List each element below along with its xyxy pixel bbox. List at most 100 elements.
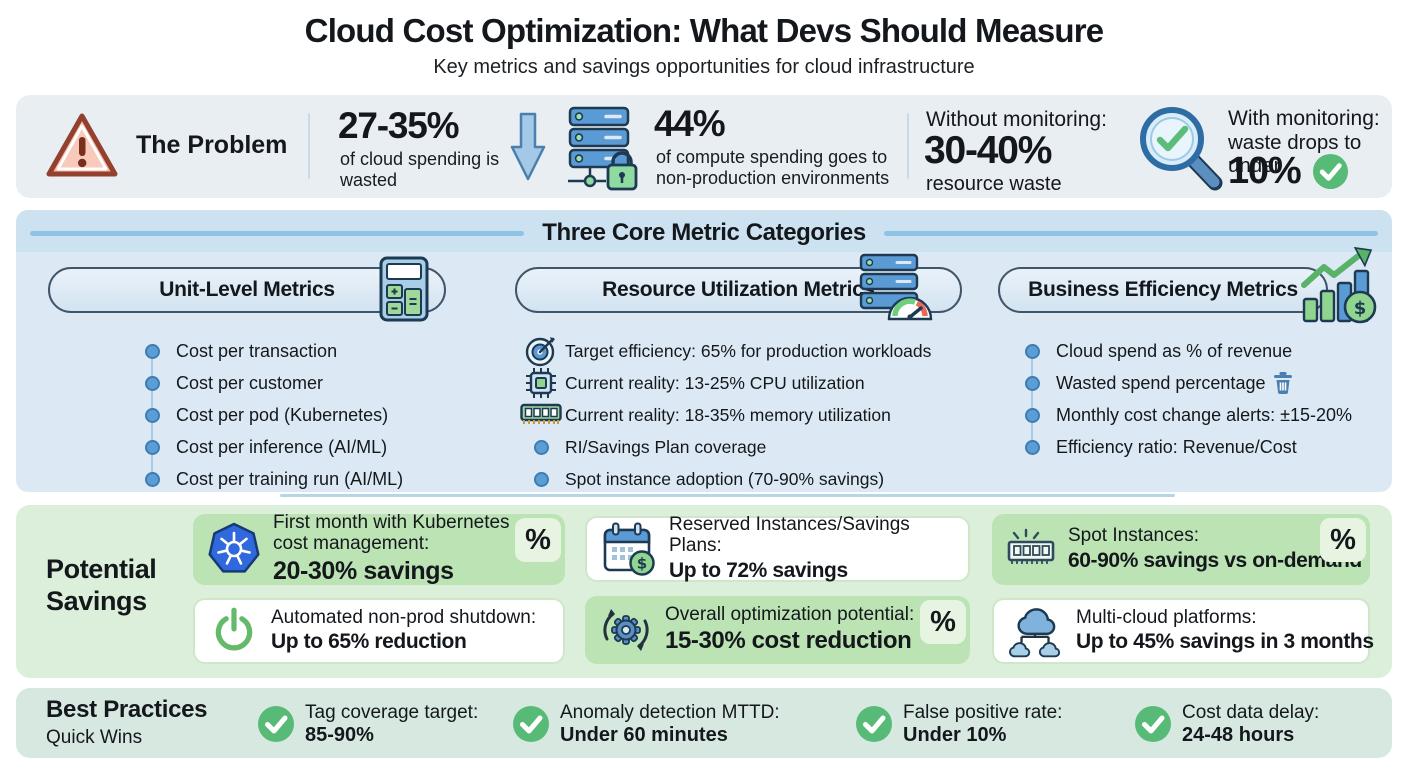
stat-with-value: 10%: [1228, 150, 1302, 192]
bp-item-cost-delay: Cost data delay: 24-48 hours: [1134, 702, 1319, 747]
gear-cycle-icon: [599, 603, 653, 657]
bullet-icon: [533, 439, 549, 455]
pill-unit-level-title: Unit-Level Metrics: [159, 278, 335, 301]
card-label: Reserved Instances/Savings Plans:: [669, 514, 910, 556]
savings-label-line1: Potential: [46, 554, 157, 584]
list-item: Cost per inference (AI/ML): [128, 431, 403, 463]
svg-text:$: $: [1354, 298, 1367, 319]
check-circle-icon: [512, 705, 550, 743]
metric-text: Monthly cost change alerts: ±15-20%: [1056, 404, 1353, 425]
categories-section: Three Core Metric Categories Unit-Level …: [16, 210, 1392, 492]
savings-card-optimization: Overall optimization potential: 15-30% c…: [585, 596, 970, 664]
metric-text: Cost per pod (Kubernetes): [176, 404, 389, 425]
card-label: Spot Instances:: [1068, 525, 1199, 547]
list-item: Current reality: 18-35% memory utilizati…: [517, 399, 931, 431]
list-item: RI/Savings Plan coverage: [517, 431, 931, 463]
bullet-connector: [1030, 351, 1033, 447]
bp-value: 85-90%: [305, 723, 374, 746]
pill-business-efficiency: Business Efficiency Metrics: [998, 267, 1328, 313]
spot-ram-icon: [1006, 528, 1056, 572]
trash-icon: [1273, 371, 1293, 395]
check-circle-icon: [1134, 705, 1172, 743]
stat-without-caption: resource waste: [926, 173, 1062, 195]
kubernetes-icon: [207, 522, 261, 578]
bullet-icon: [144, 439, 160, 455]
svg-text:$: $: [637, 555, 647, 573]
unit-level-list: Cost per transaction Cost per customer C…: [128, 335, 403, 495]
card-label: Automated non-prod shutdown:: [271, 606, 537, 628]
magnifier-check-icon: [1134, 103, 1226, 193]
bullet-icon: [144, 375, 160, 391]
card-value: 15-30% cost reduction: [665, 627, 912, 655]
bp-value: Under 10%: [903, 723, 1007, 746]
bp-label: Anomaly detection MTTD:: [560, 702, 780, 723]
savings-card-reserved: $ Reserved Instances/Savings Plans: Up t…: [585, 514, 970, 582]
list-item: Current reality: 13-25% CPU utilization: [517, 367, 931, 399]
business-list: Cloud spend as % of revenue Wasted spend…: [1008, 335, 1352, 463]
metric-text: Cost per inference (AI/ML): [176, 436, 388, 457]
problem-section: The Problem 27-35% of cloud spending is …: [16, 95, 1392, 198]
list-item: Cost per pod (Kubernetes): [128, 399, 403, 431]
best-practices-section: Best Practices Quick Wins Tag coverage t…: [16, 688, 1392, 758]
card-value: 60-90% savings vs on-demand: [1068, 548, 1362, 572]
best-practices-title: Best Practices: [46, 696, 208, 723]
bullet-icon: [144, 407, 160, 423]
metric-text: Target efficiency: 65% for production wo…: [565, 340, 932, 361]
bp-item-false-positive: False positive rate: Under 10%: [855, 702, 1062, 747]
list-item: Cloud spend as % of revenue: [1008, 335, 1352, 367]
check-circle-icon: [257, 705, 295, 743]
bullet-icon: [1024, 343, 1040, 359]
savings-section: Potential Savings First month with Kub: [16, 505, 1392, 678]
pill-business-title: Business Efficiency Metrics: [1028, 278, 1298, 301]
list-item: Wasted spend percentage: [1008, 367, 1352, 399]
metric-text: Cost per transaction: [176, 340, 338, 361]
bullet-icon: [533, 471, 549, 487]
metric-text: Efficiency ratio: Revenue/Cost: [1056, 436, 1297, 457]
card-label: Overall optimization potential:: [665, 603, 915, 625]
metric-text: RI/Savings Plan coverage: [565, 436, 767, 457]
bp-value: Under 60 minutes: [560, 723, 728, 746]
stat-waste-caption: of cloud spending is wasted: [340, 149, 500, 191]
bp-item-anomaly: Anomaly detection MTTD: Under 60 minutes: [512, 702, 780, 747]
bullet-icon: [1024, 439, 1040, 455]
metric-text: Current reality: 18-35% memory utilizati…: [565, 404, 891, 425]
list-item: Cost per training run (AI/ML): [128, 463, 403, 495]
categories-heading: Three Core Metric Categories: [542, 219, 866, 246]
heading-rule-right: [883, 230, 1379, 236]
metric-text: Cost per customer: [176, 372, 324, 393]
card-label: First month with Kubernetes cost managem…: [273, 512, 510, 554]
bullet-icon: [144, 471, 160, 487]
pill-resource-title: Resource Utilization Metrics: [602, 278, 875, 301]
card-value: Up to 72% savings: [669, 558, 848, 582]
resource-list: Target efficiency: 65% for production wo…: [517, 335, 931, 495]
ram-icon: [517, 402, 565, 428]
bp-item-tag-coverage: Tag coverage target: 85-90%: [257, 702, 478, 747]
bp-label: Tag coverage target:: [305, 702, 479, 723]
bullet-icon: [1024, 375, 1040, 391]
heading-rule-left: [30, 230, 525, 236]
calendar-dollar-icon: $: [601, 521, 657, 577]
savings-label: Potential Savings: [46, 553, 157, 618]
best-practices-subtitle: Quick Wins: [46, 727, 143, 748]
stat-waste-value: 27-35%: [338, 105, 460, 146]
metric-text: Current reality: 13-25% CPU utilization: [565, 372, 865, 393]
list-item: Spot instance adoption (70-90% savings): [517, 463, 931, 495]
check-circle-icon: [855, 705, 893, 743]
list-item: Monthly cost change alerts: ±15-20%: [1008, 399, 1352, 431]
stat-without-intro: Without monitoring:: [926, 108, 1107, 131]
section-divider: [280, 494, 1175, 497]
down-arrow-icon: [510, 111, 546, 183]
savings-label-line2: Savings: [46, 586, 147, 617]
page-subtitle: Key metrics and savings opportunities fo…: [433, 56, 975, 78]
list-item: Target efficiency: 65% for production wo…: [517, 335, 931, 367]
bp-label: Cost data delay:: [1182, 702, 1320, 723]
percent-badge: %: [515, 518, 561, 562]
card-label: Multi-cloud platforms:: [1076, 606, 1257, 628]
metric-text: Cost per training run (AI/ML): [176, 468, 404, 489]
growth-chart-icon: $: [1300, 247, 1378, 325]
server-gauge-icon: [859, 253, 935, 323]
server-lock-icon: [564, 105, 640, 191]
warning-icon: [44, 110, 120, 182]
bp-label: False positive rate:: [903, 702, 1063, 723]
page-title: Cloud Cost Optimization: What Devs Shoul…: [304, 12, 1104, 49]
